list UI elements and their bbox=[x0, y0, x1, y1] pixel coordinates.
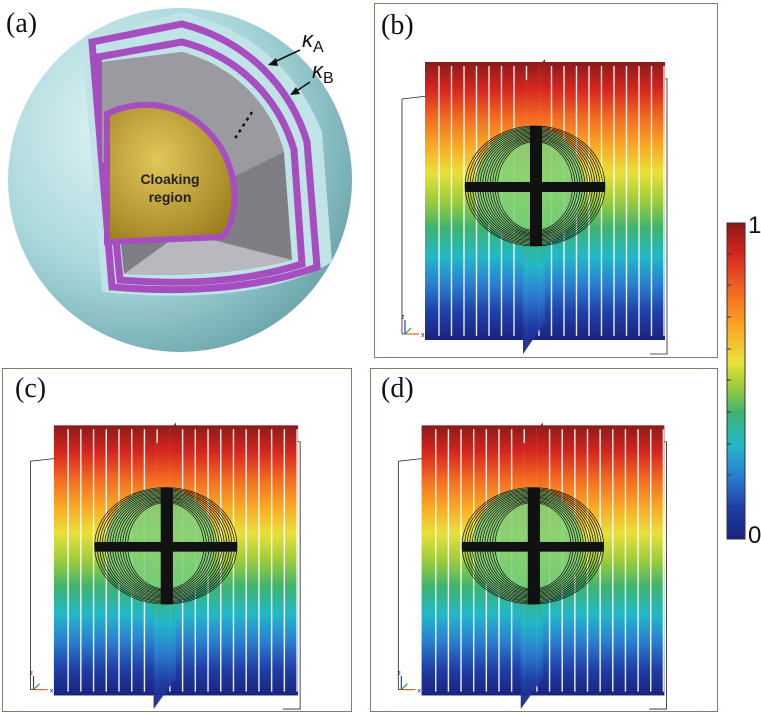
axis-triad bbox=[32, 676, 48, 691]
grey-floor bbox=[124, 232, 292, 275]
meridian-band bbox=[527, 487, 540, 605]
colorbar-max-label: 1 bbox=[748, 212, 761, 239]
dotted-radius bbox=[232, 111, 254, 141]
axis-triad bbox=[400, 676, 416, 691]
meridian-band bbox=[530, 126, 542, 246]
kappa-b-label: κB bbox=[312, 58, 334, 87]
sim-plot-d: zx bbox=[397, 422, 667, 710]
cloak-label-1: Cloaking bbox=[140, 171, 199, 187]
axis-z-label: z bbox=[401, 314, 405, 321]
panel-a: κA κB Cloaking region (a) bbox=[2, 2, 364, 360]
purple-layer-a bbox=[88, 20, 321, 294]
kappa-a-label: κA bbox=[302, 27, 324, 56]
axis-x-label: x bbox=[50, 688, 54, 695]
axis-x-label: x bbox=[421, 332, 425, 339]
cloak-label-2: region bbox=[149, 189, 192, 205]
purple-layer-b bbox=[94, 38, 306, 286]
colorbar bbox=[726, 222, 746, 540]
panel-d-label: (d) bbox=[381, 373, 414, 404]
cloak-sphere-diagram: κA κB Cloaking region bbox=[8, 8, 352, 352]
isoline-stripes bbox=[435, 429, 665, 692]
axis-z-label: z bbox=[29, 670, 33, 677]
meridian-band bbox=[160, 487, 173, 605]
panel-c-label: (c) bbox=[15, 373, 47, 404]
sim-plot-c: zx bbox=[29, 422, 301, 710]
axis-triad bbox=[404, 320, 419, 335]
sim-plot-b: zx bbox=[401, 59, 668, 355]
axis-z-label: z bbox=[397, 670, 401, 677]
panel-b-label: (b) bbox=[381, 10, 414, 41]
cloaking-core bbox=[104, 101, 238, 246]
panel-a-label: (a) bbox=[6, 8, 38, 39]
colorbar-min-label: 0 bbox=[748, 522, 761, 549]
axis-x-label: x bbox=[418, 688, 422, 695]
